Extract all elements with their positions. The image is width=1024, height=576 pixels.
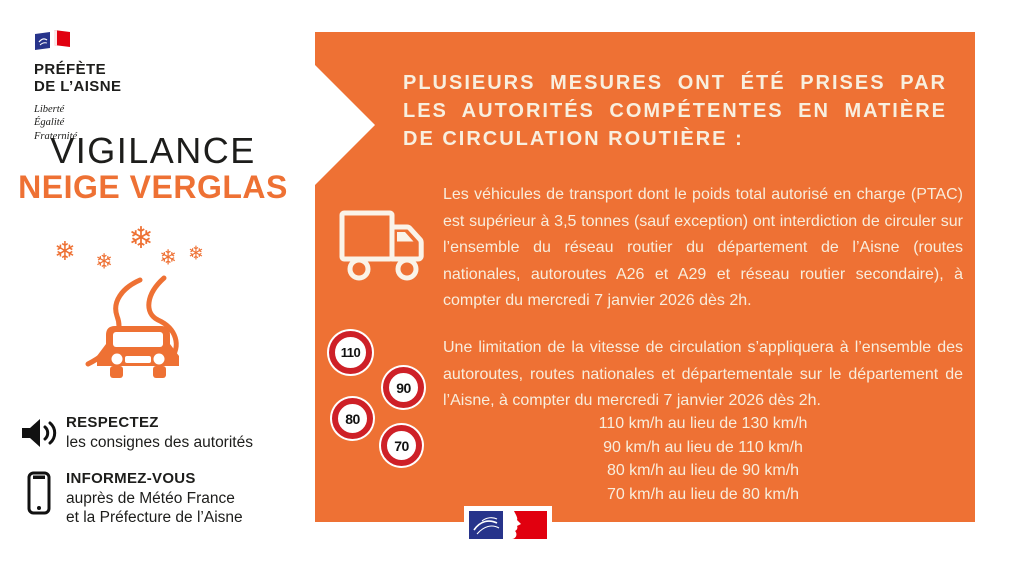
prefecture-name: PRÉFÈTE DE L’AISNE: [34, 61, 122, 96]
republic-motto: Liberté Égalité Fraternité: [34, 103, 121, 145]
speed-change-item: 70 km/h au lieu de 80 km/h: [606, 485, 800, 503]
speed-sign-value: 80: [345, 410, 360, 427]
measures-panel: PLUSIEURS MESURES ONT ÉTÉ PRISES PAR LES…: [315, 32, 975, 522]
truck-icon: [339, 210, 424, 281]
advice-inform-line: et la Préfecture de l’Aisne: [66, 509, 243, 526]
speed-change-list: 110 km/h au lieu de 130 km/h 90 km/h au …: [443, 412, 963, 506]
snowflake-icon: ❄: [128, 221, 154, 256]
motto-line: Liberté: [34, 103, 65, 115]
snowflake-icon: ❄: [95, 249, 113, 274]
snowflake-icon: ❄: [159, 245, 177, 270]
speed-change-item: 90 km/h au lieu de 110 km/h: [603, 438, 803, 456]
snowflake-icon: ❄: [188, 242, 204, 265]
measures-heading: PLUSIEURS MESURES ONT ÉTÉ PRISES PAR LES…: [403, 72, 947, 150]
skidding-car-icon: [85, 275, 179, 378]
marianne-logo: [464, 506, 552, 544]
advice-inform: INFORMEZ-VOUS auprès de Météo France et …: [66, 470, 243, 527]
motto-line: Fraternité: [34, 131, 78, 143]
speed-sign-value: 70: [394, 437, 409, 454]
speaker-icon: [22, 419, 57, 447]
truck-measure-paragraph: Les véhicules de transport dont le poids…: [443, 186, 963, 309]
speed-measure-paragraph: Une limitation de la vitesse de circulat…: [443, 339, 963, 409]
speed-sign-70: 70: [381, 425, 422, 466]
vigilance-title: VIGILANCE: [50, 130, 256, 171]
speed-sign-110: 110: [329, 331, 372, 374]
motto-line: Égalité: [34, 117, 65, 129]
hazard-title: NEIGE VERGLAS: [18, 169, 288, 205]
french-flag-icon: [35, 30, 70, 50]
advice-inform-line: auprès de Météo France: [66, 490, 235, 507]
speed-sign-80: 80: [332, 398, 373, 439]
speed-sign-value: 90: [396, 379, 411, 396]
advice-respect-line: les consignes des autorités: [66, 434, 253, 451]
smartphone-icon: [27, 471, 51, 515]
speed-sign-90: 90: [383, 367, 424, 408]
advice-inform-title: INFORMEZ-VOUS: [66, 470, 196, 487]
snowflake-icon: ❄: [54, 237, 76, 267]
speed-change-item: 80 km/h au lieu de 90 km/h: [606, 462, 800, 479]
prefecture-name-line2: DE L’AISNE: [34, 77, 122, 95]
prefecture-name-line1: PRÉFÈTE: [34, 61, 106, 78]
advice-respect: RESPECTEZ les consignes des autorités: [66, 414, 253, 452]
speed-sign-value: 110: [340, 345, 361, 360]
speed-change-item: 110 km/h au lieu de 130 km/h: [598, 415, 808, 432]
prefecture-logo-block: PRÉFÈTE DE L’AISNE Liberté Égalité Frate…: [34, 28, 121, 144]
advice-respect-title: RESPECTEZ: [66, 414, 159, 431]
